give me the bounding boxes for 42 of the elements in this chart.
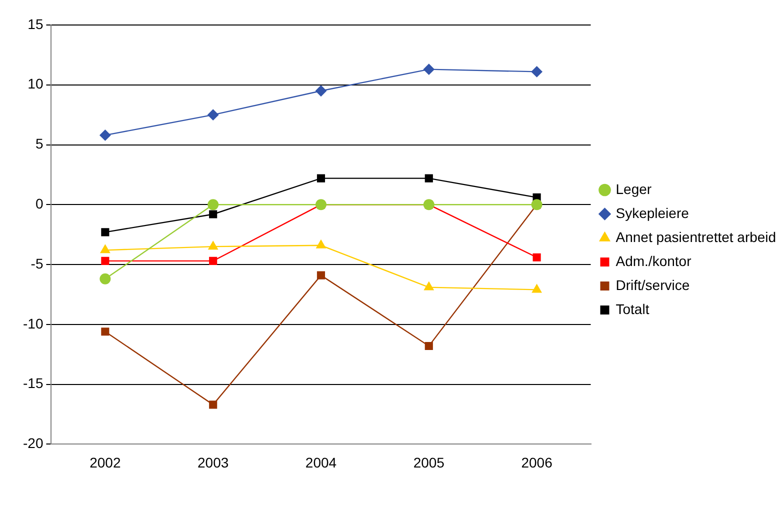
point (101, 256, 110, 265)
y-tick-label: -20 (23, 435, 44, 452)
legend-label: Annet pasientrettet arbeid (616, 228, 776, 245)
point (208, 241, 218, 250)
y-tick-label: -15 (23, 375, 44, 392)
point (316, 240, 326, 248)
point (424, 174, 433, 182)
point (101, 328, 110, 336)
legend-label: Drift/service (616, 276, 690, 293)
point (209, 256, 218, 265)
x-tick-label: 2003 (198, 454, 229, 470)
legend-label: Adm./kontor (616, 252, 692, 269)
legend-label: Sykepleiere (616, 204, 690, 221)
x-tick-label: 2004 (305, 454, 337, 470)
point (532, 253, 541, 262)
y-tick-label: -10 (23, 315, 44, 332)
y-tick-label: -5 (30, 255, 44, 272)
point (100, 130, 111, 141)
point (208, 199, 219, 210)
x-tick-label: 2006 (521, 454, 553, 470)
point (531, 66, 542, 78)
point (532, 284, 542, 293)
point (101, 228, 110, 236)
legend-label: Totalt (616, 300, 650, 317)
point (209, 210, 218, 218)
y-tick-label: 10 (28, 76, 44, 92)
point (209, 400, 218, 409)
legend-label: Leger (616, 180, 652, 197)
y-tick-label: 5 (35, 136, 44, 152)
y-tick-label: 0 (35, 196, 44, 212)
point (315, 85, 326, 96)
point (208, 109, 219, 120)
point (424, 342, 433, 350)
point (423, 64, 434, 75)
y-tick-label: 15 (28, 16, 44, 32)
x-tick-label: 2005 (413, 454, 445, 470)
point (100, 273, 111, 284)
point (316, 174, 326, 182)
point (424, 282, 434, 290)
point (100, 244, 110, 254)
point (316, 271, 326, 280)
x-tick-label: 2002 (90, 454, 121, 470)
